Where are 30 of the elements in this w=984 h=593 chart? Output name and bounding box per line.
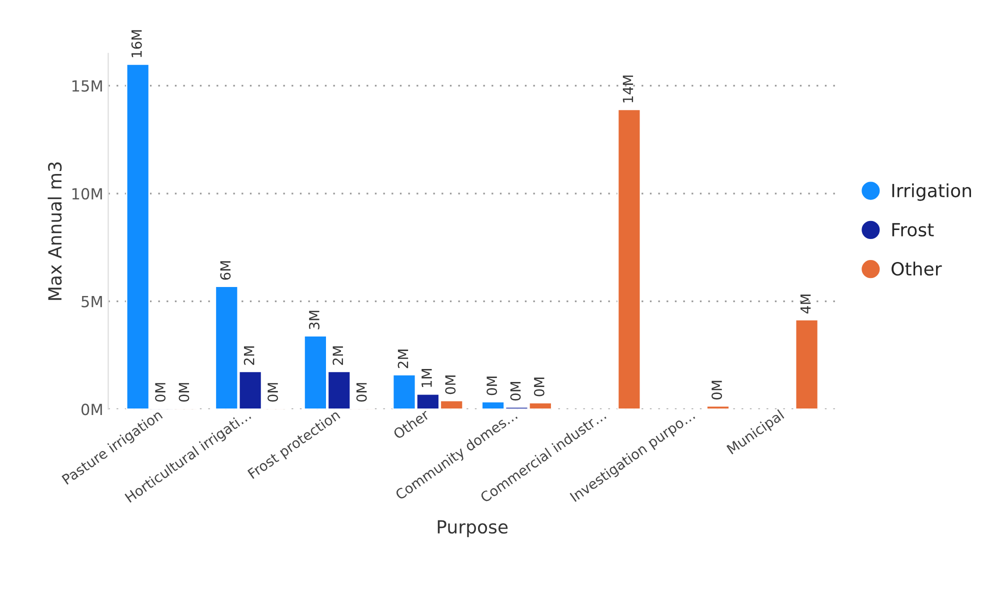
bar [794, 318, 819, 410]
bar [706, 405, 730, 410]
data-label: 1M [422, 369, 432, 387]
data-label: 0M [155, 383, 166, 402]
data-label: 16M [131, 30, 142, 58]
data-label: 0M [534, 378, 544, 396]
legend-label: Other [892, 262, 942, 276]
y-tick-label: 0M [81, 404, 102, 416]
data-label: 14M [622, 76, 634, 102]
data-label: 2M [332, 346, 343, 365]
data-label: 0M [178, 383, 190, 402]
y-tick-label: 15M [72, 80, 102, 92]
data-label: 6M [220, 261, 231, 280]
legend-label: Irrigation [892, 183, 972, 201]
data-label: 2M [398, 350, 408, 368]
y-tick-label: 5M [82, 296, 102, 308]
data-label: 0M [486, 376, 498, 396]
data-label: 3M [308, 310, 320, 330]
data-label: 0M [356, 383, 367, 402]
data-label: 0M [445, 376, 456, 394]
y-tick-label: 10M [72, 188, 102, 200]
x-axis-title: Purpose [438, 520, 508, 538]
bar [617, 108, 642, 410]
y-axis-title: Max Annual m3 [48, 162, 62, 300]
data-label: 0M [268, 383, 278, 402]
data-label: 0M [510, 382, 521, 401]
data-label: 2M [244, 346, 254, 365]
legend-label: Frost [892, 223, 934, 237]
data-label: 0M [712, 380, 722, 400]
data-label: 4M [800, 294, 811, 314]
